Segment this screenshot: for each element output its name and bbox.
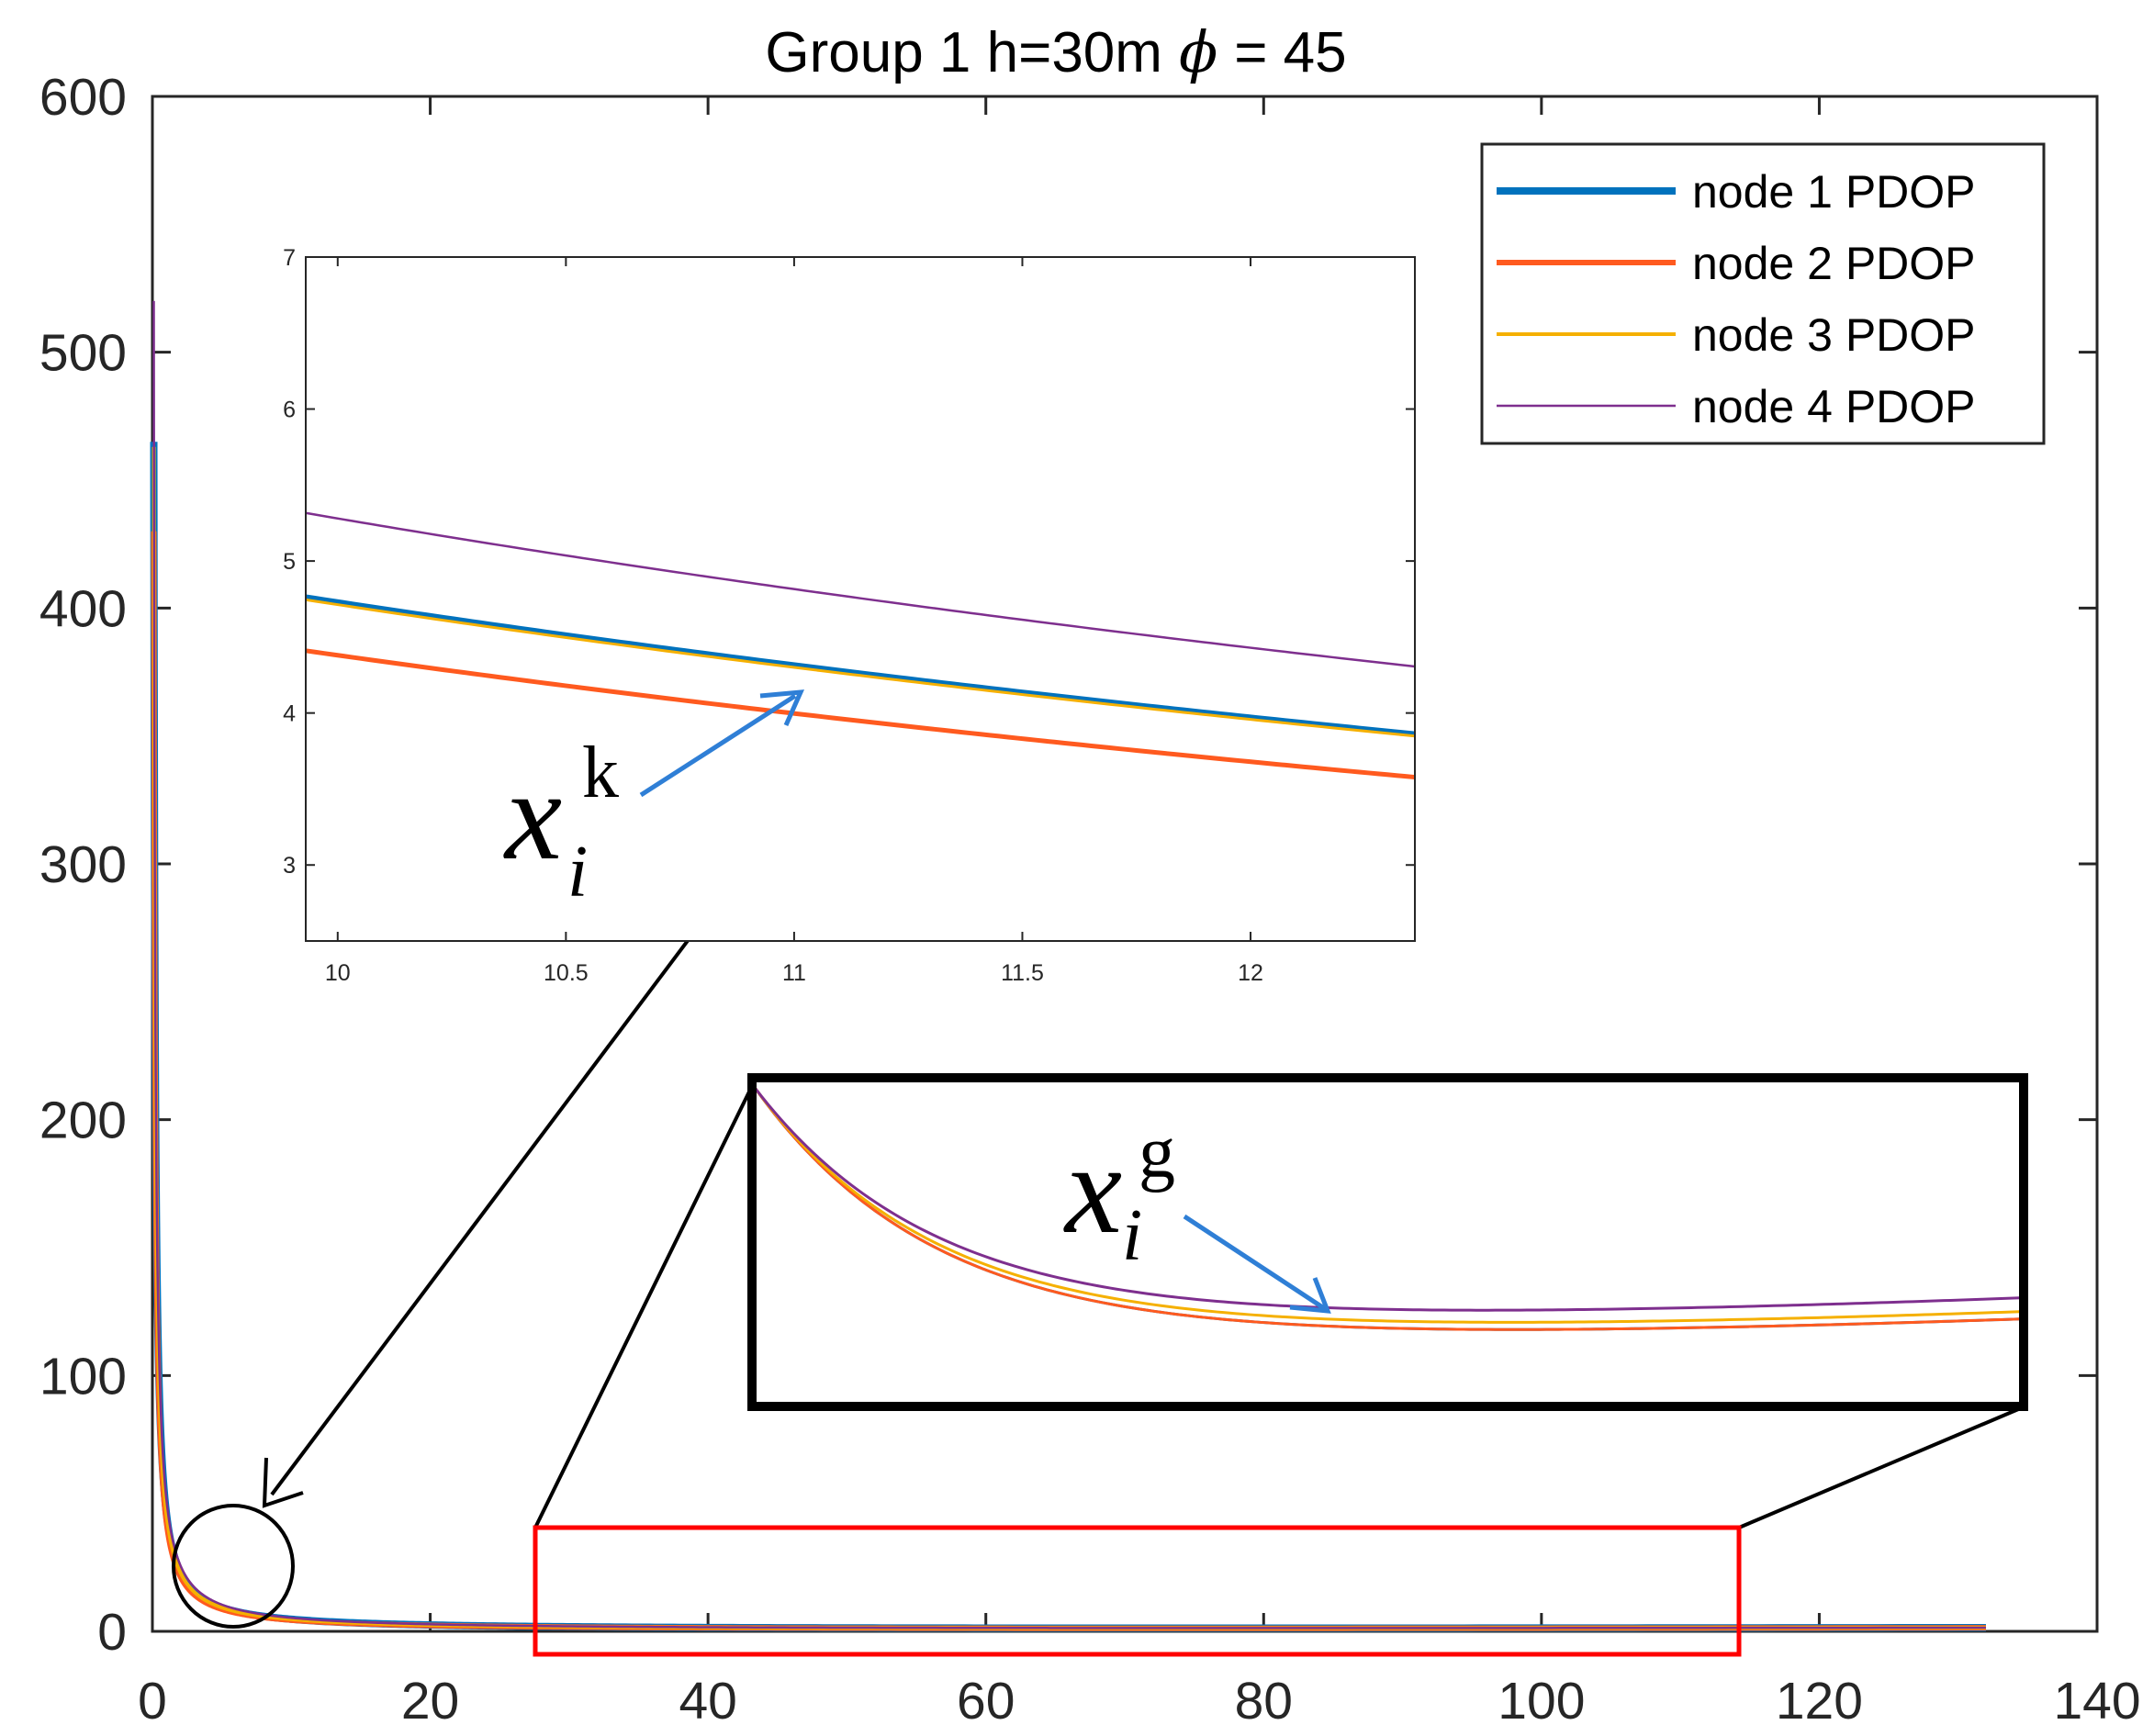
zoom-inset-axes-box: [305, 256, 1416, 942]
legend-label-node-4: node 4 PDOP: [1692, 381, 1976, 432]
arrowhead-circle: [262, 1457, 304, 1508]
x-tick-label: 40: [679, 1672, 736, 1730]
detail-label-sub: i: [1122, 1195, 1142, 1276]
zoom-line-node-4: [305, 511, 1416, 668]
zoom-line-node-3: [305, 598, 1416, 738]
zoom-pointer-arrowhead: [759, 689, 805, 727]
title-suffix: = 45: [1234, 21, 1346, 84]
zoom-series: [305, 511, 1416, 780]
zoom-line-node-1: [305, 594, 1416, 736]
main-plot: 0 20 40 60 80 100 120 140 0 100 200 300 400 500 600: [39, 68, 2141, 1730]
zoom-x-tick-label: 10: [325, 960, 351, 986]
chart-title: Group 1 h=30m ϕ = 45: [765, 18, 1346, 85]
zoom-line-node-2: [305, 648, 1416, 780]
legend-label-node-2: node 2 PDOP: [1692, 238, 1976, 289]
title-prefix: Group 1 h=30m: [765, 21, 1162, 84]
y-tick-label: 200: [39, 1092, 127, 1150]
zoom-y-tick-label: 5: [283, 549, 296, 575]
detail-pointer-arrow: [1183, 1214, 1326, 1311]
zoom-x-tick-label: 12: [1238, 960, 1263, 986]
zoom-y-tick-label: 6: [283, 398, 296, 423]
title-phi: ϕ: [1179, 18, 1217, 85]
connector-arrow-to-circle: [270, 925, 700, 1496]
detail-inset-background: [752, 1078, 2024, 1406]
legend-label-node-3: node 3 PDOP: [1692, 309, 1976, 361]
y-tick-label: 300: [39, 835, 127, 894]
x-tick-label: 120: [1776, 1672, 1863, 1730]
x-tick-label: 0: [138, 1672, 167, 1730]
detail-line-node-2: [754, 1088, 2021, 1331]
y-tick-label: 100: [39, 1347, 127, 1406]
detail-pointer-arrowhead: [1289, 1277, 1331, 1314]
zoom-inset: 10 10.5 11 11.5 12 3 4 5 6 7 x k i: [283, 245, 1416, 986]
detail-inset-frame: [747, 1073, 2028, 1411]
detail-series: [754, 1088, 2021, 1331]
zoom-y-axis: 3 4 5 6 7: [283, 245, 1415, 879]
zoom-circle-highlight: [172, 1504, 295, 1629]
detail-label: x: [1063, 1118, 1122, 1260]
y-tick-label: 600: [39, 68, 127, 127]
detail-label-sup: g: [1139, 1113, 1175, 1193]
detail-label-x: x: [1063, 1118, 1122, 1260]
detail-line-node-4: [754, 1088, 2021, 1312]
zoom-y-tick-label: 3: [283, 853, 296, 879]
zoom-y-tick-label: 7: [283, 245, 296, 271]
connector-line-left: [533, 1080, 757, 1529]
region-highlight-box: [533, 1525, 1742, 1657]
connector-line-right: [1738, 1406, 2024, 1529]
x-tick-label: 80: [1235, 1672, 1293, 1730]
zoom-pointer-arrow: [639, 693, 797, 798]
y-axis: 0 100 200 300 400 500 600: [39, 68, 2097, 1662]
detail-line-node-3: [754, 1088, 2021, 1324]
y-tick-label: 500: [39, 324, 127, 383]
x-axis: 0 20 40 60 80 100 120 140: [138, 96, 2141, 1730]
zoom-label-x: x: [503, 745, 562, 887]
legend-label-node-1: node 1 PDOP: [1692, 166, 1976, 218]
series-line-node-4: [152, 300, 1986, 1630]
zoom-x-tick-label: 10.5: [544, 960, 589, 986]
zoom-x-tick-label: 11: [782, 960, 806, 986]
zoom-label: x: [503, 745, 562, 887]
legend-items: node 1 PDOP node 2 PDOP node 3 PDOP node 4 …: [1497, 166, 1976, 432]
zoom-x-tick-label: 11.5: [1001, 960, 1044, 986]
zoom-label-sup: k: [582, 733, 619, 813]
x-tick-label: 60: [957, 1672, 1015, 1730]
zoom-label-sub: i: [567, 832, 588, 913]
main-series: [150, 300, 1986, 1632]
legend: node 1 PDOP node 2 PDOP node 3 PDOP node 4 …: [1480, 142, 2046, 445]
zoom-x-axis: 10 10.5 11 11.5 12: [325, 257, 1263, 986]
zoom-y-tick-label: 4: [283, 701, 296, 727]
detail-inset: x g i: [747, 1073, 2028, 1411]
x-tick-label: 20: [401, 1672, 459, 1730]
y-tick-label: 0: [97, 1603, 127, 1662]
y-tick-label: 400: [39, 579, 127, 638]
x-tick-label: 100: [1498, 1672, 1585, 1730]
x-tick-label: 140: [2053, 1672, 2140, 1730]
